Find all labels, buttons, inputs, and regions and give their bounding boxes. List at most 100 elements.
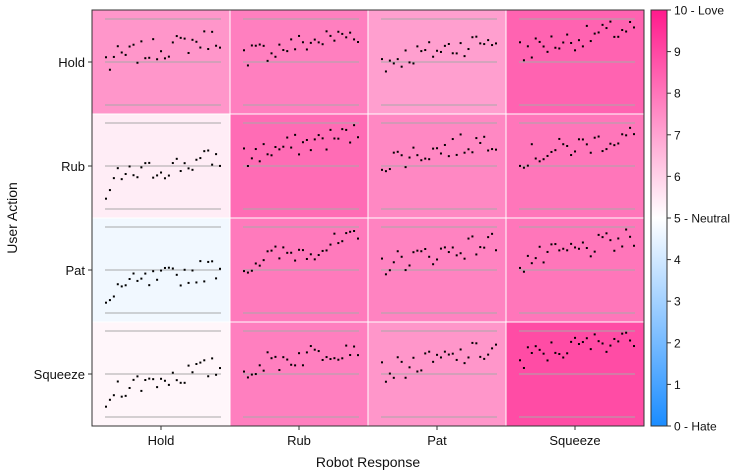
- inset-point: [392, 376, 395, 379]
- inset-point: [175, 273, 178, 276]
- inset-point: [112, 295, 115, 298]
- inset-point: [384, 170, 387, 173]
- inset-point: [270, 249, 273, 252]
- colorbar-tick-label: 8: [674, 87, 681, 101]
- inset-point: [416, 249, 419, 252]
- inset-point: [388, 372, 391, 375]
- inset-point: [341, 240, 344, 243]
- inset-point: [447, 43, 450, 46]
- inset-point: [455, 52, 458, 55]
- inset-point: [250, 44, 253, 47]
- inset-point: [633, 26, 635, 29]
- inset-point: [309, 345, 312, 348]
- inset-point: [475, 137, 478, 140]
- inset-point: [215, 153, 218, 156]
- inset-point: [451, 246, 454, 249]
- inset-point: [400, 154, 403, 157]
- inset-point: [479, 355, 482, 358]
- inset-point: [246, 165, 249, 167]
- inset-point: [613, 249, 616, 252]
- x-tick-label: Pat: [427, 433, 447, 448]
- inset-point: [589, 151, 592, 154]
- inset-point: [136, 176, 139, 179]
- inset-point: [108, 299, 111, 302]
- colorbar-ticks: 0 - Hate 1 2 3 4 5 - Neutral 6 7 8 9 10 - Love: [667, 4, 730, 434]
- inset-point: [416, 154, 419, 157]
- inset-point: [301, 249, 304, 252]
- inset-point: [495, 249, 497, 252]
- inset-point: [550, 243, 553, 246]
- inset-point: [570, 242, 573, 245]
- inset-point: [274, 146, 277, 149]
- inset-point: [585, 337, 588, 340]
- inset-point: [420, 250, 423, 253]
- inset-point: [286, 136, 289, 139]
- inset-point: [577, 247, 580, 250]
- inset-point: [148, 161, 151, 164]
- inset-point: [148, 377, 151, 380]
- inset-point: [246, 64, 249, 67]
- inset-point: [349, 141, 352, 144]
- inset-point: [483, 43, 486, 46]
- inset-point: [581, 45, 584, 48]
- inset-point: [183, 37, 186, 40]
- inset-point: [475, 342, 478, 345]
- inset-point: [211, 260, 214, 263]
- inset-point: [609, 142, 612, 145]
- inset-point: [408, 61, 411, 64]
- inset-point: [558, 47, 561, 50]
- inset-point: [412, 146, 415, 149]
- inset-point: [191, 38, 194, 41]
- inset-point: [254, 262, 257, 265]
- inset-point: [558, 249, 561, 252]
- inset-point: [629, 126, 632, 129]
- inset-point: [396, 250, 399, 253]
- inset-point: [597, 31, 600, 34]
- inset-point: [483, 246, 486, 249]
- colorbar-tick-label: 7: [674, 128, 681, 142]
- inset-point: [282, 356, 285, 359]
- inset-point: [317, 254, 320, 257]
- inset-point: [108, 68, 111, 71]
- inset-point: [416, 370, 419, 373]
- inset-point: [333, 232, 336, 235]
- inset-point: [432, 263, 435, 266]
- inset-point: [436, 258, 439, 261]
- inset-point: [388, 168, 391, 171]
- inset-point: [266, 59, 269, 62]
- inset-point: [341, 357, 344, 360]
- inset-point: [274, 245, 277, 248]
- inset-point: [152, 38, 155, 41]
- inset-point: [207, 260, 210, 263]
- inset-point: [424, 248, 427, 251]
- inset-point: [633, 345, 635, 348]
- inset-point: [128, 165, 131, 168]
- inset-point: [554, 149, 557, 152]
- inset-point: [243, 147, 245, 150]
- inset-point: [384, 273, 387, 276]
- inset-point: [301, 364, 304, 367]
- inset-point: [294, 364, 297, 367]
- inset-point: [432, 147, 435, 150]
- inset-point: [179, 284, 182, 287]
- inset-point: [105, 301, 107, 304]
- inset-point: [522, 270, 525, 273]
- inset-point: [357, 354, 359, 357]
- inset-point: [574, 336, 577, 339]
- inset-point: [593, 250, 596, 253]
- inset-point: [566, 33, 569, 36]
- inset-point: [408, 366, 411, 369]
- inset-point: [305, 257, 308, 260]
- inset-point: [305, 48, 308, 51]
- inset-point: [124, 53, 127, 56]
- inset-point: [439, 50, 442, 53]
- inset-point: [313, 348, 316, 351]
- inset-point: [392, 261, 395, 264]
- inset-point: [116, 167, 119, 170]
- colorbar-tick-label: 3: [674, 295, 681, 309]
- inset-point: [105, 197, 107, 200]
- inset-point: [550, 35, 553, 38]
- inset-point: [298, 352, 301, 355]
- y-axis: Hold Rub Pat Squeeze: [34, 55, 92, 382]
- inset-point: [120, 395, 123, 398]
